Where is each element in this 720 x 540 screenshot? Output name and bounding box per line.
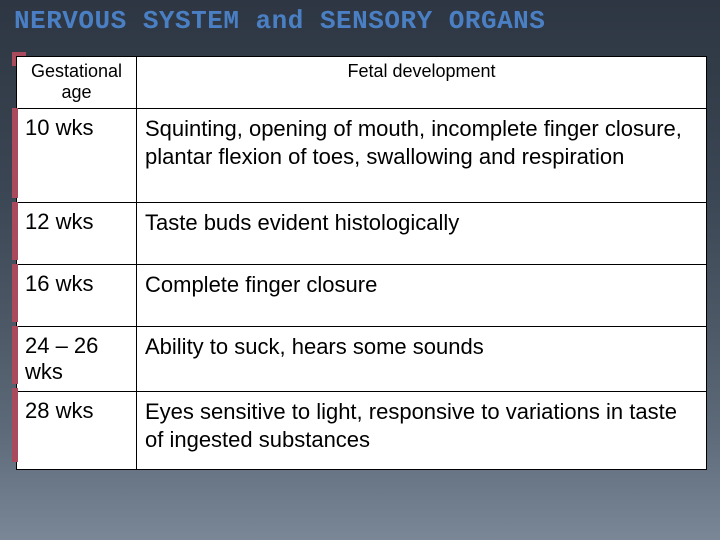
table-row: 16 wks Complete finger closure xyxy=(17,265,707,327)
cell-age: 12 wks xyxy=(17,203,137,265)
row-accent-strip xyxy=(12,264,18,322)
cell-dev: Taste buds evident histologically xyxy=(137,203,707,265)
table-row: 28 wks Eyes sensitive to light, responsi… xyxy=(17,392,707,470)
row-accent-strip xyxy=(12,388,18,462)
row-accent-strip xyxy=(12,108,18,198)
cell-age: 24 – 26 wks xyxy=(17,327,137,392)
col-header-dev: Fetal development xyxy=(137,57,707,109)
row-accent-strip xyxy=(12,202,18,260)
table-row: 10 wks Squinting, opening of mouth, inco… xyxy=(17,109,707,203)
cell-age: 10 wks xyxy=(17,109,137,203)
cell-age: 28 wks xyxy=(17,392,137,470)
fetal-development-table: Gestational age Fetal development 10 wks… xyxy=(16,56,707,470)
cell-dev: Complete finger closure xyxy=(137,265,707,327)
cell-dev: Eyes sensitive to light, responsive to v… xyxy=(137,392,707,470)
table-row: 12 wks Taste buds evident histologically xyxy=(17,203,707,265)
slide-title: NERVOUS SYSTEM and SENSORY ORGANS xyxy=(0,0,720,40)
cell-dev: Squinting, opening of mouth, incomplete … xyxy=(137,109,707,203)
cell-dev: Ability to suck, hears some sounds xyxy=(137,327,707,392)
col-header-age: Gestational age xyxy=(17,57,137,109)
table-row: 24 – 26 wks Ability to suck, hears some … xyxy=(17,327,707,392)
row-accent-strip xyxy=(12,326,18,384)
slide: NERVOUS SYSTEM and SENSORY ORGANS Gestat… xyxy=(0,0,720,540)
table-header-row: Gestational age Fetal development xyxy=(17,57,707,109)
cell-age: 16 wks xyxy=(17,265,137,327)
